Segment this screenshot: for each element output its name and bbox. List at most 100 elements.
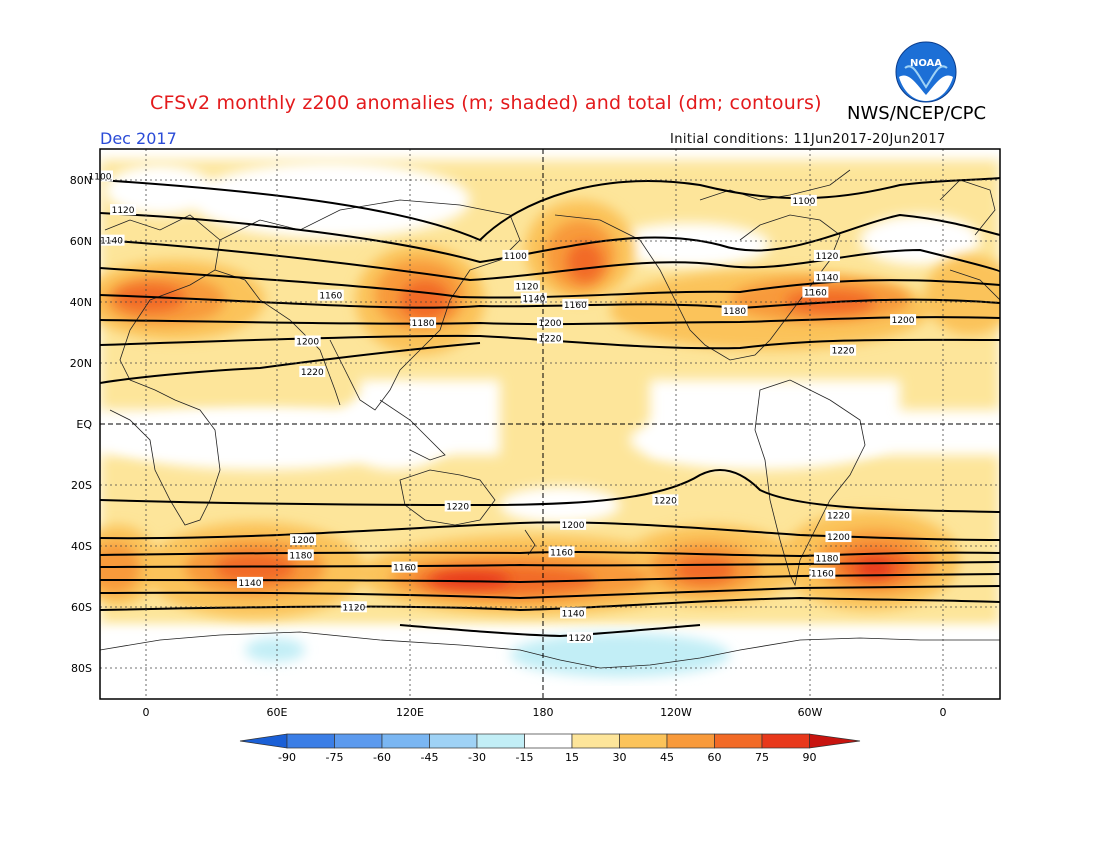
contour-label-background: [340, 601, 367, 613]
contour-label-background: [287, 549, 314, 561]
y-tick-label: EQ: [76, 418, 92, 431]
colorbar-swatch: [334, 733, 383, 749]
contour-label: 1100: [790, 194, 817, 207]
contour-label: 1160: [548, 546, 575, 558]
anomaly-shading: [100, 149, 1000, 699]
initial-conditions: Initial conditions: 11Jun2017-20Jun2017: [670, 132, 946, 147]
contour-label-background: [98, 234, 125, 246]
y-tick-label: 40S: [71, 540, 92, 553]
contour-label-text: 1120: [515, 283, 538, 293]
contour-label-background: [560, 607, 587, 619]
contour-label-background: [237, 576, 263, 588]
contour-label-text: 1140: [100, 237, 123, 247]
contour-label-background: [317, 289, 344, 301]
contour-label-background: [825, 509, 852, 521]
colorbar-swatch: [761, 733, 810, 749]
colorbar-label: -15: [516, 751, 534, 764]
contour-label: 1200: [890, 314, 917, 326]
contour-label-text: 1140: [562, 609, 585, 619]
colorbar-swatch: [429, 733, 478, 749]
contour-label: 1160: [391, 561, 418, 574]
contour-label-background: [813, 249, 840, 261]
contour-label-background: [444, 500, 471, 512]
contour-label: 1160: [802, 286, 829, 299]
contour-label-text: 1120: [342, 603, 365, 613]
contour-label-text: 1160: [550, 548, 573, 558]
colorbar-label: 45: [660, 751, 674, 764]
contour-label-background: [537, 317, 563, 329]
contour-label: 1140: [813, 271, 840, 283]
contour-label-text: 1180: [289, 551, 312, 561]
contour-label-background: [560, 518, 587, 530]
contour-label-background: [825, 531, 852, 543]
graticule: [100, 149, 1000, 699]
logo-text: NOAA: [910, 58, 942, 69]
x-tick-label: 120E: [396, 706, 424, 719]
contour-label-background: [562, 298, 589, 310]
contour-label: 1200: [290, 534, 317, 546]
y-tick-label: 80N: [70, 174, 92, 187]
contour-label-background: [813, 271, 840, 283]
contour-label-background: [890, 314, 917, 326]
contour-label-background: [830, 344, 857, 356]
colorbar-swatch: [381, 733, 430, 749]
contour-label: 1200: [825, 531, 852, 543]
contour-label-text: 1200: [296, 338, 319, 348]
contour-label: 1160: [562, 298, 589, 311]
contour-label-text: 1180: [723, 307, 746, 317]
colorbar-label: -75: [326, 751, 344, 764]
height-contours: [100, 177, 1000, 638]
y-axis: 80N 60N 40N 20N EQ 20S 40S 60S 80S: [70, 174, 93, 675]
x-tick-label: 180: [533, 706, 554, 719]
contour-label-text: 1120: [569, 634, 592, 644]
contour-label-text: 1220: [654, 496, 677, 506]
contour-label: 1120: [513, 280, 540, 293]
contour-label-background: [548, 546, 575, 558]
contour-label-background: [299, 366, 326, 378]
contour-label-background: [790, 194, 817, 206]
contour-label-background: [290, 534, 317, 546]
colorbar-swatch: [476, 733, 525, 749]
contour-label-text: 1160: [811, 570, 834, 580]
contour-label-background: [410, 317, 437, 329]
contour-label-text: 1220: [832, 347, 855, 357]
contour-label-text: 1140: [815, 273, 838, 283]
contour-label: 1100: [502, 249, 529, 262]
y-tick-label: 20N: [70, 357, 92, 370]
contour-label-background: [391, 561, 418, 573]
contour-label-background: [513, 280, 540, 292]
contour-label-text: 1160: [564, 301, 587, 311]
colorbar-swatch: [286, 733, 335, 749]
contour-label-background: [537, 332, 563, 344]
colorbar-swatch: [524, 733, 573, 749]
contour-label: 1140: [520, 292, 547, 305]
contour-label-text: 1220: [827, 512, 850, 522]
contour-label: 1180: [721, 304, 748, 317]
contour-label: 1220: [652, 494, 679, 506]
colorbar-swatch: [666, 733, 715, 749]
contour-label-background: [802, 286, 829, 298]
contour-label-text: 1200: [539, 319, 562, 329]
contour-label: 1200: [537, 317, 563, 329]
colorbar-label: 90: [803, 751, 817, 764]
y-tick-label: 60S: [71, 601, 92, 614]
contour-label-text: 1200: [892, 316, 915, 326]
contour-label-background: [110, 204, 137, 216]
contour-label-text: 1160: [319, 292, 342, 302]
x-tick-label: 60E: [267, 706, 288, 719]
y-tick-label: 80S: [71, 662, 92, 675]
contour-label: 1220: [825, 509, 852, 522]
contour-label: 1220: [537, 332, 563, 344]
organization-label: NWS/NCEP/CPC: [847, 103, 987, 124]
colorbar-label: 60: [708, 751, 722, 764]
contour-label: 1140: [237, 576, 263, 589]
colorbar-swatch: [714, 733, 763, 749]
contour-label-text: 1180: [815, 554, 838, 564]
y-tick-label: 40N: [70, 296, 92, 309]
contour-label-background: [502, 249, 529, 261]
contour-label-text: 1200: [292, 536, 315, 546]
colorbar-arrow-high: [809, 733, 861, 749]
contour-label: 1160: [317, 289, 344, 302]
contour-label-background: [813, 552, 840, 564]
